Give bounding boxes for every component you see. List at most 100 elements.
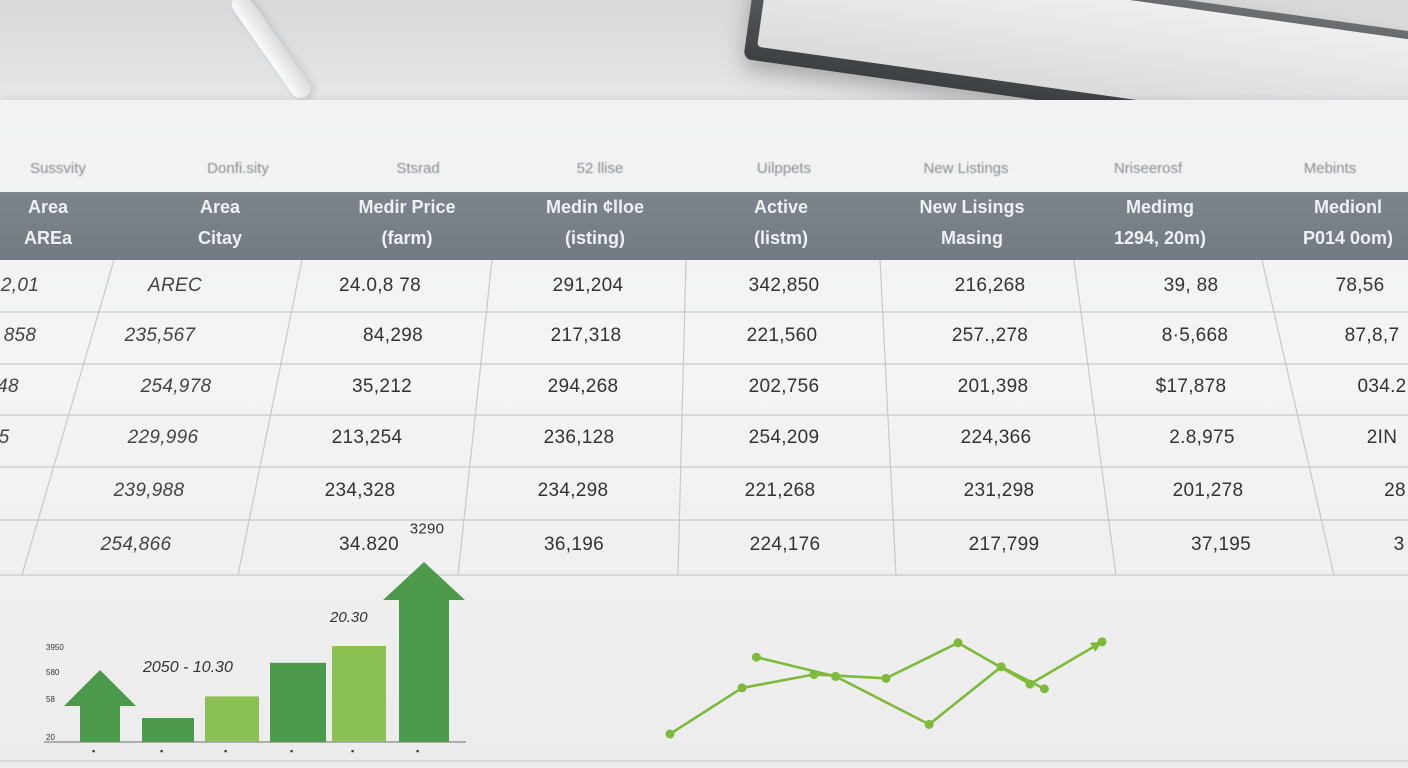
table-header: Area AREa Area Citay Medir Price (farm) … bbox=[0, 192, 1408, 260]
column-header-line2: (isting) bbox=[564, 228, 625, 248]
bar bbox=[270, 662, 326, 742]
table-cell: 34.820 bbox=[339, 534, 399, 555]
table-cell: 254,209 bbox=[748, 427, 820, 448]
bar-arrow bbox=[64, 670, 136, 742]
table-cell: AREC bbox=[148, 275, 202, 296]
table-cell: 257.,278 bbox=[951, 325, 1029, 346]
table-cell: 35,212 bbox=[352, 376, 412, 397]
table-cell: 239,988 bbox=[113, 480, 185, 501]
x-tick-label: ▪ bbox=[290, 746, 293, 756]
data-point bbox=[751, 652, 761, 662]
table-cell: 3 bbox=[1393, 534, 1405, 555]
table-cell: 202,756 bbox=[748, 376, 820, 397]
bar bbox=[142, 718, 194, 742]
table-cell: 2,01 bbox=[0, 275, 40, 296]
table-cell: 36,196 bbox=[544, 534, 604, 555]
table-cell: $17,878 bbox=[1155, 376, 1227, 397]
table-cell: 201,278 bbox=[1172, 480, 1244, 501]
column-header: New Lisings Masing bbox=[919, 192, 1024, 260]
column-header-line1: New Lisings bbox=[919, 197, 1025, 217]
column-header-line2: P014 0om) bbox=[1302, 228, 1394, 248]
blurred-top-header: Sussvity Donfi.sity Stsrad 52 llise Uilp… bbox=[0, 160, 1408, 184]
series-line bbox=[669, 640, 1103, 736]
column-header-line2: 1294, 20m) bbox=[1113, 228, 1207, 248]
x-tick-label: ▪ bbox=[160, 746, 163, 756]
table-cell: 231,298 bbox=[963, 480, 1035, 501]
column-header: Medionl P014 0om) bbox=[1303, 192, 1393, 260]
table-cell: 254,978 bbox=[140, 376, 212, 397]
column-header: Area AREa bbox=[24, 192, 72, 260]
y-tick-label: 3950 bbox=[46, 643, 64, 652]
column-header-line2: Masing bbox=[940, 228, 1003, 248]
table-cell: 234,298 bbox=[537, 480, 609, 501]
table-cell: 217,799 bbox=[968, 534, 1040, 555]
x-tick-label: ▪ bbox=[351, 746, 354, 756]
table-cell: 224,366 bbox=[960, 427, 1032, 448]
column-header: Area Citay bbox=[198, 192, 242, 260]
column-header: Medin ¢lloe (isting) bbox=[546, 192, 644, 260]
column-header: Active (listm) bbox=[754, 192, 808, 260]
table-cell: 224,176 bbox=[749, 534, 821, 555]
bar-annotation: 20.30 bbox=[329, 609, 368, 626]
table-cell: 254,866 bbox=[100, 534, 172, 555]
table-cell: 39, 88 bbox=[1163, 275, 1219, 296]
report-sheet: Sussvity Donfi.sity Stsrad 52 llise Uilp… bbox=[0, 100, 1408, 768]
top-header-5: Uilppets bbox=[756, 160, 812, 177]
x-tick-label: ▪ bbox=[92, 746, 95, 756]
data-point bbox=[1039, 684, 1049, 694]
table-cell: 87,8,7 bbox=[1344, 325, 1400, 346]
table-cell: 221,560 bbox=[746, 325, 818, 346]
bar bbox=[205, 696, 259, 742]
top-header-7: Nriseerosf bbox=[1113, 160, 1183, 177]
table-cell: 213,254 bbox=[331, 427, 403, 448]
column-header-line1: Medionl bbox=[1313, 197, 1382, 217]
table-cell: 858 bbox=[3, 325, 37, 346]
arrow-head bbox=[1090, 641, 1102, 652]
table-cell: 8·5,668 bbox=[1161, 325, 1229, 346]
table-cell: 236,128 bbox=[543, 427, 615, 448]
table-cell: 294,268 bbox=[547, 376, 619, 397]
table-cell: 78,56 bbox=[1335, 275, 1385, 296]
data-point bbox=[924, 719, 934, 729]
column-header-line2: (listm) bbox=[754, 228, 808, 248]
data-point bbox=[881, 673, 891, 683]
table-cell: 201,398 bbox=[957, 376, 1029, 397]
table-cell: 28 bbox=[1384, 480, 1406, 501]
column-header: Medir Price (farm) bbox=[358, 192, 455, 260]
y-tick-label: 20 bbox=[46, 733, 55, 742]
column-header-line1: Medin ¢lloe bbox=[545, 197, 645, 217]
x-tick-label: ▪ bbox=[416, 746, 419, 756]
y-tick-label: 58 bbox=[46, 695, 55, 704]
table-cell: 342,850 bbox=[748, 275, 820, 296]
bar-arrow bbox=[383, 562, 465, 742]
table-cell: 229,996 bbox=[127, 427, 199, 448]
y-tick-label: 580 bbox=[46, 668, 60, 677]
x-tick-label: ▪ bbox=[224, 746, 227, 756]
table-cell: 37,195 bbox=[1191, 534, 1251, 555]
sheet-edge bbox=[0, 760, 1408, 762]
column-header-line2: (farm) bbox=[381, 228, 433, 248]
column-header-line2: AREa bbox=[23, 228, 73, 248]
top-header-1: Sussvity bbox=[30, 160, 86, 177]
column-header: Medimg 1294, 20m) bbox=[1114, 192, 1206, 260]
table-cell: 234,328 bbox=[324, 480, 396, 501]
column-header-line2: Citay bbox=[197, 228, 243, 248]
column-header-line1: Active bbox=[753, 197, 809, 217]
table-cell: 034.2 bbox=[1357, 376, 1407, 397]
data-point bbox=[996, 662, 1006, 672]
table-cell: 2.8,975 bbox=[1169, 427, 1235, 448]
column-header-line1: Medir Price bbox=[358, 197, 456, 217]
top-header-6: New Listings bbox=[923, 160, 1009, 177]
column-header-line1: Area bbox=[27, 197, 69, 217]
table-cell: 2IN bbox=[1366, 427, 1398, 448]
top-header-3: Stsrad bbox=[396, 160, 440, 177]
top-header-2: Donfi.sity bbox=[207, 160, 269, 177]
table-cell: 291,204 bbox=[552, 275, 624, 296]
table-cell: 48 bbox=[0, 376, 19, 397]
column-header-line1: Area bbox=[199, 197, 241, 217]
table-cell: 84,298 bbox=[363, 325, 423, 346]
table-cell: 216,268 bbox=[954, 275, 1026, 296]
data-point bbox=[953, 638, 963, 648]
